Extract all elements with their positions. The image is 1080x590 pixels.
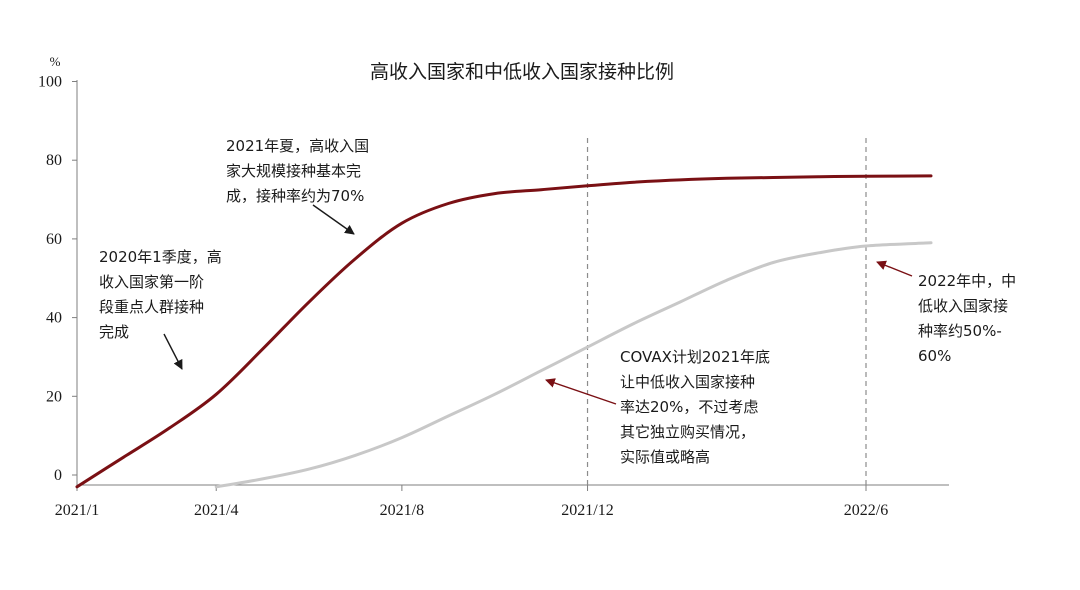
annotation-q1-2020-arrow xyxy=(163,333,183,370)
reference-lines xyxy=(586,138,867,485)
annotation-q1-2020: 2020年1季度，高 收入国家第一阶 段重点人群接种 完成 xyxy=(99,248,227,341)
series-group xyxy=(75,174,933,489)
y-tick-label: 40 xyxy=(46,310,62,327)
annotation-summer-2021: 2021年夏，高收入国 家大规模接种基本完 成，接种率约为70% xyxy=(226,137,374,205)
y-tick-label: 80 xyxy=(46,152,62,169)
low-middle-income-line xyxy=(214,241,933,489)
y-tick-label: 60 xyxy=(46,231,62,248)
x-tick-label: 2021/4 xyxy=(194,502,238,519)
annotation-summer-2021-arrow xyxy=(312,204,355,235)
x-tick-label: 2021/12 xyxy=(561,502,613,519)
x-tick-label: 2021/8 xyxy=(380,502,424,519)
annotation-mid-2022-arrow xyxy=(876,260,913,277)
y-tick-label: 100 xyxy=(38,74,62,91)
high-income-line xyxy=(75,174,933,489)
y-tick-label: 20 xyxy=(46,388,62,405)
tick-labels: 0 20 40 60 80 100 2021/1 2021/4 2021/8 2021/12 202… xyxy=(38,74,888,520)
y-tick-label: 0 xyxy=(54,467,62,484)
annotation-covax-arrow xyxy=(545,378,617,405)
x-tick-label: 2022/6 xyxy=(844,502,888,519)
annotation-mid-2022: 2022年中，中 低收入国家接 种率约50%- 60% xyxy=(918,272,1021,365)
annotation-covax: COVAX计划2021年底 让中低收入国家接种 率达20%，不过考虑 其它独立购… xyxy=(620,348,775,466)
x-tick-label: 2021/1 xyxy=(55,502,99,519)
y-axis-unit: % xyxy=(50,54,61,69)
chart-title: 高收入国家和中低收入国家接种比例 xyxy=(370,61,674,83)
